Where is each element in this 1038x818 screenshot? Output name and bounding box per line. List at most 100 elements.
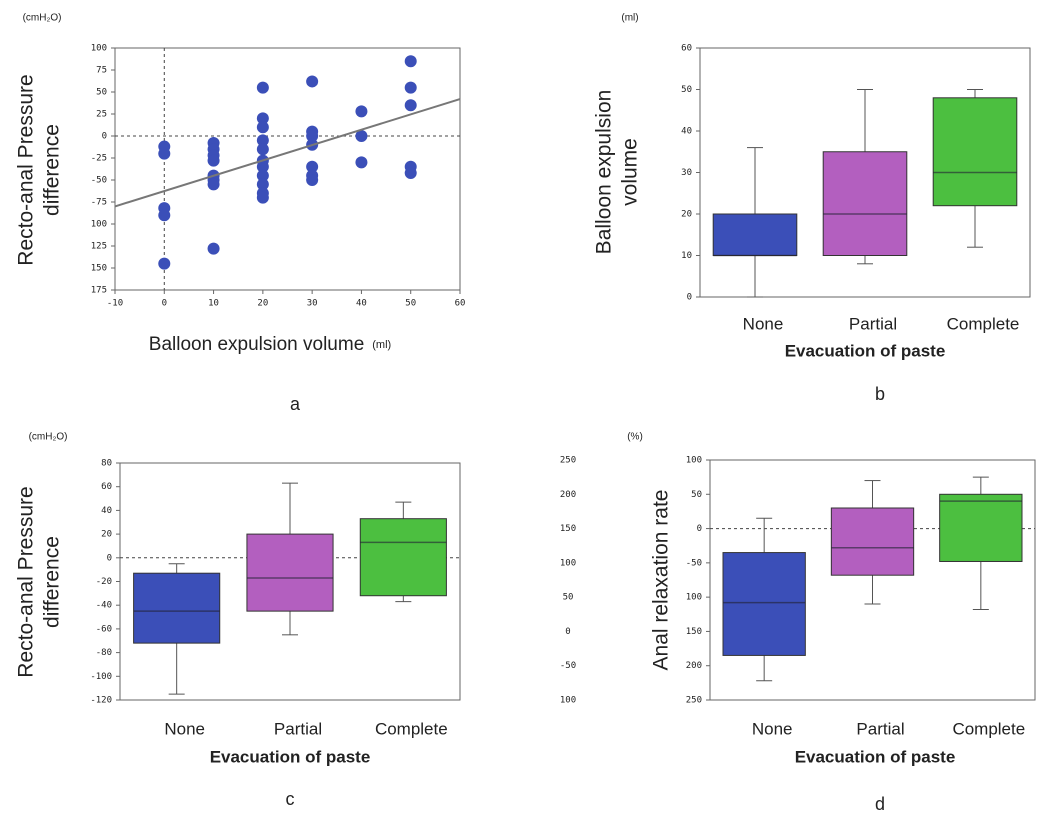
y-axis-label: Balloon expulsion: [593, 90, 616, 255]
y-tick-label: 40: [681, 127, 692, 137]
point: [158, 209, 171, 222]
point: [355, 105, 368, 118]
y-tick-label: 100: [686, 456, 702, 466]
point: [404, 99, 417, 112]
y2-tick-label: 50: [563, 593, 574, 603]
category-label: Complete: [375, 719, 448, 738]
point: [207, 242, 220, 255]
x-axis-label: Evacuation of paste: [795, 747, 956, 766]
y-tick-label: 50: [691, 490, 702, 500]
point: [256, 160, 269, 173]
y-tick-label: -75: [91, 198, 107, 208]
y-tick-label: 10: [681, 251, 692, 261]
unit-label: (%): [627, 432, 643, 443]
y-tick-label: 0: [102, 132, 107, 142]
y-tick-label: 100: [686, 593, 702, 603]
y-tick-label: 60: [681, 44, 692, 54]
y-tick-label: -40: [96, 601, 112, 611]
point: [404, 81, 417, 94]
category-label: Complete: [952, 719, 1025, 738]
box: [712, 213, 798, 256]
y-axis-label: Recto-anal Pressure: [15, 486, 38, 677]
y-tick-label: -80: [96, 648, 112, 658]
box: [822, 151, 908, 256]
point: [256, 169, 269, 182]
y-tick-label: 200: [686, 661, 702, 671]
category-label: Partial: [849, 314, 897, 333]
y2-tick-label: 150: [560, 524, 576, 534]
y-tick-label: 125: [91, 242, 107, 252]
y2-tick-label: 100: [560, 558, 576, 568]
unit-label: (cmH₂O): [23, 13, 62, 24]
plot-frame: [709, 459, 1036, 701]
point: [404, 55, 417, 68]
y2-tick-label: 200: [560, 490, 576, 500]
x-tick-label: 60: [455, 299, 466, 309]
y-tick-label: 0: [107, 553, 112, 563]
point: [355, 130, 368, 142]
category-label: Complete: [947, 314, 1020, 333]
x-tick-label: 30: [307, 299, 318, 309]
x-tick-label: 10: [208, 299, 219, 309]
point: [256, 81, 269, 94]
y-tick-label: -100: [90, 672, 112, 682]
y2-tick-label: 250: [560, 456, 576, 466]
box: [246, 533, 334, 612]
y-tick-label: 20: [101, 530, 112, 540]
box: [133, 572, 221, 644]
x-axis-label: Evacuation of paste: [785, 341, 946, 360]
y-tick-label: -50: [91, 176, 107, 186]
point: [306, 75, 319, 88]
box: [830, 507, 915, 576]
x-axis-label: Balloon expulsion volume (ml): [149, 334, 391, 355]
y-tick-label: 50: [96, 88, 107, 98]
point: [256, 112, 269, 125]
y-tick-label: 40: [101, 506, 112, 516]
x-axis-label: Evacuation of paste: [210, 747, 371, 766]
y-tick-label: -25: [91, 154, 107, 164]
category-label: Partial: [856, 719, 904, 738]
y-tick-label: 250: [686, 696, 702, 706]
y-tick-label: 80: [101, 459, 112, 469]
point: [306, 174, 319, 186]
x-axis-unit: (ml): [372, 339, 391, 351]
category-label: None: [743, 314, 784, 333]
y-tick-label: 75: [96, 66, 107, 76]
y-tick-label: -20: [96, 577, 112, 587]
point: [306, 160, 319, 173]
y-axis-label: Recto-anal Pressure: [15, 74, 38, 265]
point: [256, 134, 269, 147]
point: [158, 147, 171, 160]
category-label: None: [752, 719, 793, 738]
point: [355, 156, 368, 169]
category-label: None: [164, 719, 205, 738]
point: [404, 166, 417, 179]
y-tick-label: -120: [90, 696, 112, 706]
panel-label: b: [875, 384, 885, 404]
x-tick-label: 50: [405, 299, 416, 309]
point: [207, 178, 220, 191]
point: [207, 154, 220, 167]
y-tick-label: 0: [697, 524, 702, 534]
point: [158, 257, 171, 270]
plot-frame: [114, 47, 461, 291]
y-tick-label: 150: [686, 627, 702, 637]
x-tick-label: 0: [162, 299, 167, 309]
point: [306, 130, 319, 142]
point: [256, 143, 269, 156]
panel-label: a: [290, 394, 301, 414]
y-tick-label: 20: [681, 210, 692, 220]
y2-tick-label: 0: [565, 627, 570, 637]
point: [256, 121, 269, 134]
y-tick-label: -60: [96, 624, 112, 634]
unit-label: (cmH₂O): [29, 432, 68, 443]
panel-label: c: [286, 789, 295, 809]
y-axis-label: difference: [41, 536, 64, 628]
y-tick-label: 100: [91, 220, 107, 230]
box: [932, 97, 1018, 207]
box: [359, 518, 447, 597]
y2-tick-label: -50: [560, 661, 576, 671]
y-axis-label: Anal relaxation rate: [650, 490, 673, 671]
y-tick-label: 0: [687, 293, 692, 303]
